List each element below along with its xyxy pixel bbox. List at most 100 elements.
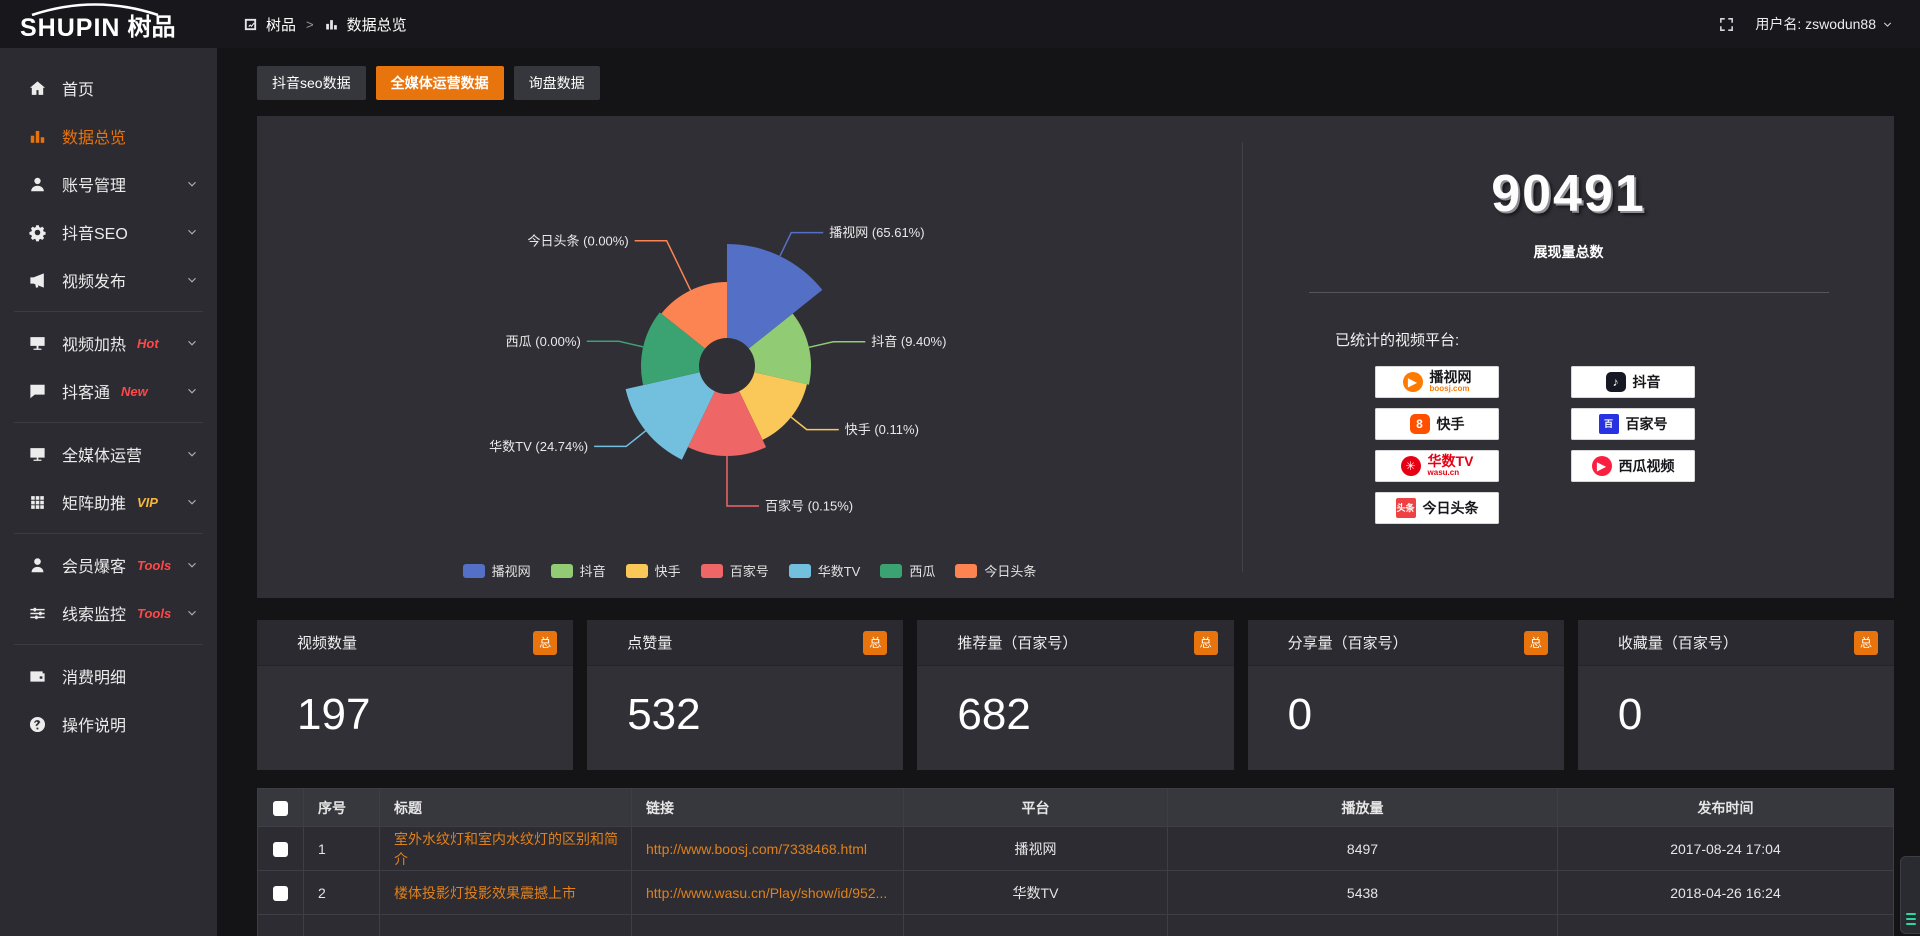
pie-label-华数TV: 华数TV (24.74%) — [489, 439, 588, 454]
cell-time — [1557, 914, 1894, 936]
tab-全媒体运营数据[interactable]: 全媒体运营数据 — [375, 66, 504, 100]
video-title-link[interactable]: 楼体投影灯投影效果震撼上市 — [394, 884, 576, 901]
app-logo[interactable]: SHUPIN 树品 — [0, 0, 217, 48]
legend-label: 今日头条 — [984, 564, 1037, 579]
legend-swatch — [462, 563, 485, 578]
legend-swatch — [700, 563, 723, 578]
播视网-logo-icon: ▶ — [1402, 372, 1423, 392]
sidebar-item-抖客通[interactable]: 抖客通 New — [0, 367, 217, 415]
badge-column-2: ♪ 抖音百百家号 ▶ 西瓜视频 — [1571, 366, 1695, 524]
legend-swatch — [550, 563, 573, 578]
logo-arc-icon — [31, 3, 159, 16]
cell-num: 2 — [303, 870, 380, 915]
cell-title — [379, 914, 632, 936]
sidebar-divider — [14, 311, 203, 312]
legend-item-今日头条[interactable]: 今日头条 — [955, 561, 1036, 580]
sidebar-item-矩阵助推[interactable]: 矩阵助推 VIP — [0, 478, 217, 526]
chevron-down-icon — [185, 558, 199, 572]
row-checkbox[interactable] — [273, 841, 288, 857]
user-menu[interactable]: 用户名: zswodun88 — [1755, 14, 1894, 34]
monitor-heat-icon — [28, 334, 47, 353]
breadcrumb-current: 数据总览 — [346, 16, 407, 34]
sidebar-item-消费明细[interactable]: 消费明细 — [0, 652, 217, 700]
stat-card-推荐量（百家号）: 推荐量（百家号） 总 682 — [917, 620, 1234, 770]
rose-chart: 播视网 (65.61%) 抖音 (9.40%) 快手 (0.11%) 百家号 (0.1… — [489, 225, 946, 513]
badge-text: 华数TV wasu.cn — [1427, 453, 1474, 478]
column-header-序号: 序号 — [303, 788, 380, 827]
legend-item-西瓜[interactable]: 西瓜 — [880, 561, 935, 580]
table-row: 1 室外水纹灯和室内水纹灯的区别和简介 http://www.boosj.com/7… — [257, 826, 1894, 871]
stat-cards-row: 视频数量总 197 点赞量总 532 推荐量（百家号）总 682 分享量（百家号）总 0 收藏量… — [257, 620, 1895, 770]
video-title-link[interactable]: 室外水纹灯和室内水纹灯的区别和简介 — [394, 830, 618, 867]
total-badge[interactable]: 总 — [1854, 630, 1879, 655]
sidebar-item-全媒体运营[interactable]: 全媒体运营 — [0, 430, 217, 478]
home-icon — [28, 79, 47, 98]
topbar-right: 用户名: zswodun88 — [1718, 14, 1894, 34]
sidebar-item-账号管理[interactable]: 账号管理 — [0, 160, 217, 208]
pie-slice-抖音[interactable] — [748, 313, 811, 385]
platform-name: 今日头条 — [1422, 500, 1479, 516]
video-url-link[interactable]: http://www.wasu.cn/Play/show/id/952... — [646, 884, 888, 901]
cell-plays: 5438 — [1167, 870, 1558, 915]
video-table: 序号 标题 链接 平台 播放量 发布时间 1 室外水纹灯和室内水纹灯的区别和简介 http://… — [257, 788, 1894, 936]
chart-legend: 播视网 抖音 快手 百家号 华数TV 西瓜 今日头条 — [257, 561, 1242, 580]
person-icon — [28, 556, 47, 575]
legend-label: 华数TV — [817, 564, 861, 579]
sidebar-item-label: 账号管理 — [62, 178, 127, 195]
cell-num: 1 — [303, 826, 380, 871]
floating-service-widget[interactable] — [1900, 856, 1920, 934]
pie-label-播视网: 播视网 (65.61%) — [829, 225, 924, 240]
platform-badges: ▶ 播视网 boosj.com 8 快手 ✳ 华数TV wasu.cn 头条 今日头条 ♪ 抖音百百家… — [1375, 366, 1894, 524]
legend-item-播视网[interactable]: 播视网 — [462, 561, 531, 580]
sidebar-item-视频加热[interactable]: 视频加热 Hot — [0, 319, 217, 367]
total-badge[interactable]: 总 — [863, 630, 888, 655]
tab-抖音seo数据[interactable]: 抖音seo数据 — [257, 66, 366, 100]
megaphone-icon — [28, 271, 47, 290]
select-all-checkbox[interactable] — [273, 800, 288, 816]
monitor-icon — [28, 445, 47, 464]
快手-logo-icon: 8 — [1409, 414, 1430, 434]
pie-slice-华数TV[interactable] — [625, 372, 715, 460]
legend-swatch — [880, 563, 903, 578]
total-badge[interactable]: 总 — [533, 630, 558, 655]
platform-subtext: wasu.cn — [1427, 468, 1460, 478]
sliders-icon — [28, 604, 47, 623]
platform-name: 抖音 — [1632, 374, 1661, 390]
legend-item-快手[interactable]: 快手 — [625, 561, 681, 580]
breadcrumb-home[interactable]: 树品 — [266, 16, 297, 34]
legend-item-百家号[interactable]: 百家号 — [700, 561, 769, 580]
cell-platform: 播视网 — [903, 826, 1168, 871]
sidebar-item-数据总览[interactable]: 数据总览 — [0, 112, 217, 160]
sidebar-item-首页[interactable]: 首页 — [0, 64, 217, 112]
table-row: 2 楼体投影灯投影效果震撼上市 http://www.wasu.cn/Play/sh… — [257, 870, 1894, 915]
stat-card-header: 点赞量 总 — [587, 620, 904, 666]
sidebar-item-线索监控[interactable]: 线索监控 Tools — [0, 589, 217, 637]
legend-item-华数TV[interactable]: 华数TV — [788, 561, 861, 580]
stat-card-header: 分享量（百家号） 总 — [1247, 620, 1564, 666]
main-content: 抖音seo数据 全媒体运营数据 询盘数据 播视网 (65.61%) 抖音 (9.40%… — [217, 48, 1920, 936]
sidebar-item-视频发布[interactable]: 视频发布 — [0, 256, 217, 304]
legend-item-抖音[interactable]: 抖音 — [550, 561, 606, 580]
sidebar-item-操作说明[interactable]: 操作说明 — [0, 700, 217, 748]
total-badge[interactable]: 总 — [1193, 630, 1218, 655]
stat-card-点赞量: 点赞量 总 532 — [587, 620, 904, 770]
pie-slice-西瓜[interactable] — [641, 312, 706, 386]
video-url-link[interactable]: http://www.boosj.com/7338468.html — [646, 840, 868, 857]
stat-card-收藏量（百家号）: 收藏量（百家号） 总 0 — [1577, 620, 1895, 770]
sidebar-item-会员爆客[interactable]: 会员爆客 Tools — [0, 541, 217, 589]
fullscreen-icon[interactable] — [1718, 16, 1735, 33]
pie-slice-快手[interactable] — [739, 372, 807, 440]
stat-card-header: 推荐量（百家号） 总 — [917, 620, 1234, 666]
pie-slice-今日头条[interactable] — [661, 282, 727, 349]
total-badge[interactable]: 总 — [1523, 630, 1548, 655]
pie-slice-百家号[interactable] — [687, 391, 767, 456]
sidebar-item-label: 会员爆客 — [62, 559, 127, 576]
sidebar-divider — [14, 644, 203, 645]
sidebar-item-抖音SEO[interactable]: 抖音SEO — [0, 208, 217, 256]
wallet-icon — [28, 667, 47, 686]
pie-slice-播视网[interactable] — [727, 244, 823, 349]
row-checkbox[interactable] — [273, 885, 288, 901]
sidebar-item-label: 线索监控 — [62, 607, 127, 624]
tab-询盘数据[interactable]: 询盘数据 — [513, 66, 600, 100]
sidebar-item-label: 全媒体运营 — [62, 448, 143, 465]
